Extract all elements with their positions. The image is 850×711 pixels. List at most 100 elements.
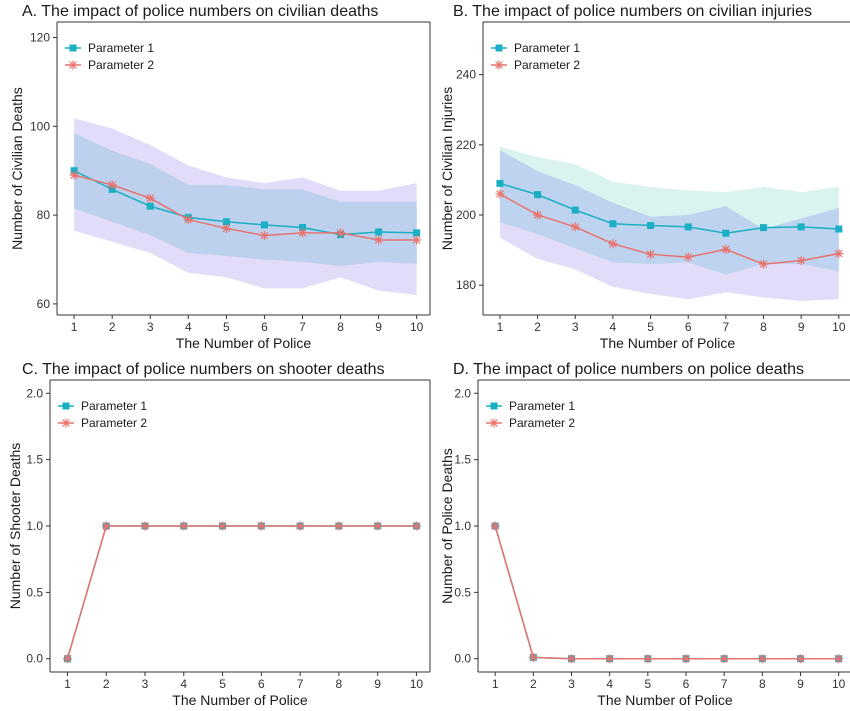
data-point-2	[757, 654, 767, 664]
data-point-2	[179, 521, 189, 531]
x-tick-label: 9	[374, 677, 381, 691]
data-point-1	[375, 228, 383, 236]
y-tick-label: 180	[456, 278, 476, 292]
x-tick-label: 9	[797, 677, 804, 691]
y-tick-label: 240	[456, 68, 476, 82]
x-axis-title: The Number of Police	[600, 335, 736, 351]
y-tick-label: 200	[456, 208, 476, 222]
data-point-2	[533, 210, 543, 220]
data-point-2	[218, 521, 228, 531]
y-tick-label: 220	[456, 138, 476, 152]
data-point-2	[796, 256, 806, 266]
data-point-1	[496, 179, 504, 187]
data-point-2	[140, 521, 150, 531]
y-axis-title: Number of Civilian Injuries	[439, 87, 455, 250]
data-point-1	[413, 229, 421, 237]
x-tick-label: 2	[103, 677, 110, 691]
data-point-2	[334, 521, 344, 531]
legend-label: Parameter 1	[88, 41, 154, 55]
y-tick-label: 1.5	[454, 453, 471, 467]
legend-key-marker	[69, 44, 77, 52]
data-point-2	[107, 180, 117, 190]
legend-label: Parameter 1	[81, 399, 147, 413]
data-point-2	[834, 654, 844, 664]
data-point-2	[608, 239, 618, 249]
panel-c: C. The impact of police numbers on shoot…	[7, 361, 431, 708]
legend-label: Parameter 2	[514, 58, 580, 72]
x-tick-label: 2	[534, 320, 541, 334]
legend-key-marker	[489, 418, 499, 428]
y-tick-label: 1.5	[26, 453, 43, 467]
data-point-2	[412, 235, 422, 245]
y-tick-label: 2.0	[454, 386, 471, 400]
x-tick-label: 9	[375, 320, 382, 334]
chart-title: C. The impact of police numbers on shoot…	[22, 361, 385, 378]
data-point-2	[681, 654, 691, 664]
data-point-2	[567, 654, 576, 664]
panel-d: D. The impact of police numbers on polic…	[439, 361, 850, 708]
y-axis-title: Number of Police Deaths	[439, 448, 455, 604]
data-point-2	[683, 252, 693, 262]
x-tick-label: 6	[683, 677, 690, 691]
y-tick-label: 1.0	[454, 519, 471, 533]
data-point-2	[336, 228, 346, 238]
legend-label: Parameter 2	[509, 416, 575, 430]
x-tick-label: 5	[223, 320, 230, 334]
y-tick-label: 0.0	[26, 652, 43, 666]
data-point-2	[719, 654, 729, 664]
data-point-2	[295, 521, 305, 531]
series-line-1	[494, 525, 839, 660]
x-tick-label: 10	[832, 677, 846, 691]
data-point-2	[528, 652, 538, 662]
x-tick-label: 7	[723, 320, 730, 334]
data-point-2	[795, 654, 805, 664]
y-tick-label: 80	[37, 208, 51, 222]
data-point-2	[145, 193, 155, 203]
x-tick-label: 8	[759, 677, 766, 691]
x-axis-title: The Number of Police	[172, 692, 308, 708]
x-tick-label: 10	[832, 320, 846, 334]
series-line-1	[499, 182, 839, 235]
legend-key-marker	[495, 44, 503, 52]
x-tick-label: 10	[410, 320, 424, 334]
data-point-1	[797, 223, 805, 231]
x-tick-label: 3	[572, 320, 579, 334]
data-point-2	[101, 521, 111, 531]
x-tick-label: 8	[760, 320, 767, 334]
data-point-2	[69, 170, 79, 180]
y-tick-label: 0.0	[454, 652, 471, 666]
x-tick-label: 5	[644, 677, 651, 691]
x-tick-label: 4	[185, 320, 192, 334]
panel-b: B. The impact of police numbers on civil…	[439, 3, 850, 351]
x-tick-label: 6	[685, 320, 692, 334]
panel-a: A. The impact of police numbers on civil…	[9, 3, 431, 351]
data-point-1	[760, 224, 768, 232]
x-tick-label: 4	[610, 320, 617, 334]
y-tick-label: 100	[30, 119, 50, 133]
x-axis-title: The Number of Police	[597, 692, 733, 708]
legend-label: Parameter 2	[81, 416, 147, 430]
data-point-1	[260, 221, 268, 229]
data-point-2	[221, 223, 231, 233]
y-axis-title: Number of Shooter Deaths	[7, 443, 23, 610]
x-tick-label: 7	[721, 677, 728, 691]
x-tick-label: 9	[798, 320, 805, 334]
data-point-1	[534, 191, 542, 199]
x-tick-label: 6	[261, 320, 268, 334]
y-tick-label: 2.0	[26, 386, 43, 400]
x-tick-label: 1	[71, 320, 78, 334]
data-point-2	[411, 521, 421, 531]
chart-title: B. The impact of police numbers on civil…	[453, 3, 812, 20]
series-line-2	[499, 193, 839, 265]
data-point-2	[373, 521, 383, 531]
data-point-2	[297, 228, 307, 238]
data-point-2	[256, 521, 266, 531]
data-point-2	[759, 259, 769, 269]
data-point-1	[722, 229, 730, 237]
y-axis-title: Number of Civilian Deaths	[9, 87, 25, 250]
x-tick-label: 8	[336, 677, 343, 691]
x-tick-label: 1	[64, 677, 71, 691]
data-point-1	[684, 223, 692, 231]
x-tick-label: 7	[299, 320, 306, 334]
chart-title: D. The impact of police numbers on polic…	[453, 361, 804, 378]
